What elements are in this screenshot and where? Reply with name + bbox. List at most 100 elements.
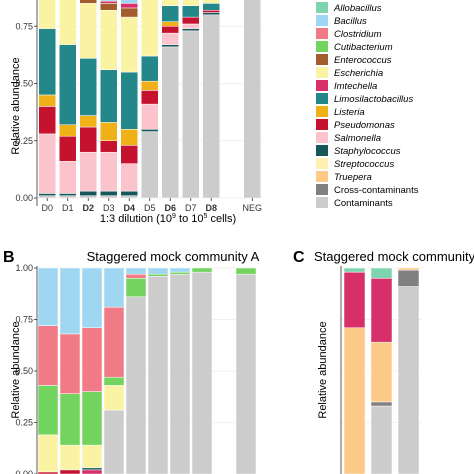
panel-b-letter: B [3, 249, 15, 266]
panel-a-bar-pseudomonas-9 [202, 9, 220, 13]
panel-a-bar-escherichia-2 [59, 0, 77, 45]
panel-a-bar-contaminants-4 [100, 195, 118, 199]
legend-swatch-imtechella [316, 80, 328, 91]
panel-a-bar-listeria-6 [141, 80, 159, 91]
panel-b-bar-bacillus-2 [59, 267, 81, 335]
panel-b-bar-escherichia-4 [103, 385, 125, 411]
legend-swatch-streptococcus [316, 158, 328, 169]
panel-a-x-tick-label: D7 [185, 203, 197, 213]
panel-a-bar-staphylococcus-5 [120, 190, 138, 196]
panel-b-bar-clostridium-1 [37, 325, 59, 386]
legend-swatch-contaminants [316, 197, 328, 208]
panel-b-y-tick-label: 1.00 [15, 263, 33, 273]
panel-a-bar-contaminants-7 [161, 46, 179, 199]
panel-b-bar-contaminants-6 [147, 275, 169, 474]
panel-a-bar-pseudomonas-2 [59, 135, 77, 162]
legend-swatch-clostridium [316, 28, 328, 39]
panel-a-bar-staphylococcus-3 [79, 190, 97, 196]
panel-b-chart: 0.00 0.25 0.50 0.75 1.00 [15, 263, 257, 474]
legend-swatch-escherichia [316, 67, 328, 78]
panel-b-bar-clostridium-3 [81, 327, 103, 392]
panel-b-ylabel: Relative abundance [10, 321, 22, 418]
panel-b-bar-imtechella-3 [81, 469, 103, 474]
panel-a-x-tick-label: D6 [164, 203, 176, 213]
legend-label-escherichia: Escherichia [334, 68, 383, 79]
panel-c-bar-contaminants-3 [397, 286, 420, 474]
panel-c-bar-truepera-3 [397, 267, 420, 271]
panel-b-bar-cutibacterium-2 [59, 393, 81, 446]
legend-label-allobacillus: Allobacillus [333, 3, 382, 14]
panel-a-bar-salmonella-3 [79, 151, 97, 192]
legend-swatch-pseudomonas [316, 119, 328, 130]
panel-a-bar-staphylococcus-6 [141, 129, 159, 132]
panel-a-bar-pseudomonas-1 [38, 106, 56, 135]
legend-label-salmonella: Salmonella [334, 133, 381, 144]
panel-a-bar-salmonella-8 [182, 23, 200, 29]
legend-swatch-staphylococcus [316, 145, 328, 156]
panel-a-ylabel: Relative abundance [10, 57, 22, 154]
panel-a-x-tick-label: D0 [41, 203, 53, 213]
legend-label-clostridium: Clostridium [334, 29, 382, 40]
legend-label-enterococcus: Enterococcus [334, 55, 392, 66]
panel-b-bar-clostridium-2 [59, 333, 81, 394]
panel-a-bar-contaminants-8 [182, 30, 200, 199]
legend-swatch-cross-contaminants [316, 184, 328, 195]
panel-a-bar-escherichia-6 [141, 0, 159, 57]
panel-a-bar-escherichia-1 [38, 0, 56, 29]
legend-label-contaminants: Contaminants [334, 198, 393, 209]
panel-a-bar-salmonella-7 [161, 32, 179, 45]
legend-swatch-enterococcus [316, 54, 328, 65]
panel-c-title: Staggered mock community B [314, 249, 474, 264]
panel-b-bar-contaminants-10 [235, 273, 257, 474]
panel-b-bar-contaminants-7 [169, 273, 191, 474]
panel-a-bar-limosilactobacillus-2 [59, 44, 77, 125]
panel-a-bar-contaminants-2 [59, 195, 77, 199]
panel-a-bar-listeria-3 [79, 115, 97, 128]
panel-a-bar-listeria-2 [59, 124, 77, 137]
panel-b-bar-escherichia-2 [59, 444, 81, 471]
panel-b-bar-bacillus-1 [37, 267, 59, 326]
panel-a-bar-limosilactobacillus-3 [79, 58, 97, 116]
legend-label-pseudomonas: Pseudomonas [334, 120, 395, 131]
panel-a-bar-staphylococcus-2 [59, 193, 77, 196]
panel-a-bar-staphylococcus-1 [38, 193, 56, 196]
panel-a-bar-staphylococcus-7 [161, 44, 179, 48]
legend-label-cross-contaminants: Cross-contaminants [334, 185, 419, 196]
legend-swatch-listeria [316, 106, 328, 117]
panel-b-bar-cutibacterium-1 [37, 385, 59, 436]
panel-a-bar-listeria-7 [161, 21, 179, 27]
panel-a-y-tick-label: 0.75 [15, 21, 33, 31]
panel-b-bar-bacillus-6 [147, 267, 169, 275]
legend-label-streptococcus: Streptococcus [334, 159, 394, 170]
panel-a-bar-escherichia-8 [182, 0, 200, 6]
panel-a-bar-escherichia-3 [79, 3, 97, 59]
panel-a-bar-limosilactobacillus-6 [141, 55, 159, 82]
panel-a-bar-listeria-4 [100, 122, 118, 141]
panel-b-bar-cutibacterium-3 [81, 391, 103, 446]
panel-a-x-tick-label: D1 [62, 203, 74, 213]
panel-b-bar-bacillus-7 [169, 267, 191, 273]
legend-label-truepera: Truepera [334, 172, 372, 183]
panel-a-bar-escherichia-9 [202, 0, 220, 4]
panel-b-y-tick-label: 0.25 [15, 418, 33, 428]
panel-a-bar-escherichia-5 [120, 16, 138, 73]
panel-c-bar-truepera-2 [370, 341, 393, 403]
panel-c-bar-cross-contaminants-2 [370, 401, 393, 407]
legend-swatch-truepera [316, 171, 328, 182]
panel-a-x-tick-label: D4 [123, 203, 135, 213]
panel-a-bar-bacillus-5 [120, 0, 138, 4]
panel-a-bar-limosilactobacillus-5 [120, 71, 138, 130]
panel-a-x-tick-label: D2 [82, 203, 94, 213]
panel-a-bar-contaminants-5 [120, 195, 138, 199]
panel-b-bar-escherichia-1 [37, 434, 59, 473]
panel-b-bar-bacillus-3 [81, 267, 103, 328]
panel-a-bar-escherichia-4 [100, 9, 118, 71]
panel-c-bar-allobacillus-1 [343, 267, 366, 273]
legend-swatch-allobacillus [316, 2, 328, 13]
panel-a-bar-pseudomonas-8 [182, 16, 200, 25]
legend-label-bacillus: Bacillus [334, 16, 367, 27]
panel-a-bar-salmonella-6 [141, 103, 159, 130]
panel-b-bar-cutibacterium-5 [125, 278, 147, 298]
panel-b-bar-bacillus-4 [103, 267, 125, 308]
